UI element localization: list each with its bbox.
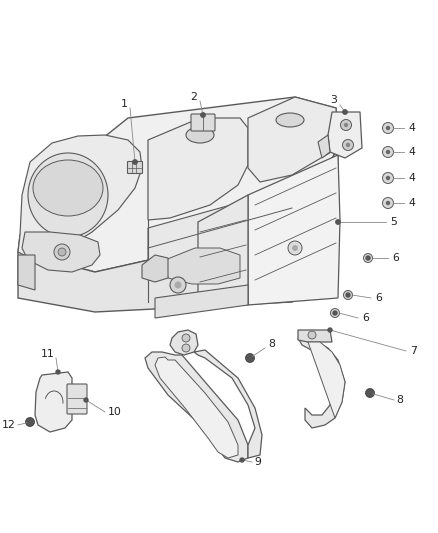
Text: 5: 5 [390, 217, 397, 227]
Circle shape [364, 254, 372, 262]
Polygon shape [318, 135, 330, 158]
Text: 4: 4 [408, 123, 415, 133]
Circle shape [366, 256, 370, 260]
Circle shape [346, 293, 350, 297]
Circle shape [182, 334, 190, 342]
Circle shape [382, 123, 393, 133]
Ellipse shape [28, 153, 108, 237]
Circle shape [344, 123, 348, 127]
Text: 12: 12 [2, 420, 16, 430]
Circle shape [240, 458, 244, 462]
Polygon shape [148, 118, 248, 220]
Text: 4: 4 [408, 173, 415, 183]
Polygon shape [292, 148, 338, 302]
Circle shape [382, 173, 393, 183]
Ellipse shape [186, 127, 214, 143]
Text: 8: 8 [396, 395, 403, 405]
Circle shape [382, 198, 393, 208]
Circle shape [333, 311, 337, 315]
Circle shape [201, 113, 205, 117]
Circle shape [336, 220, 340, 224]
Polygon shape [18, 255, 35, 290]
Ellipse shape [276, 113, 304, 127]
Polygon shape [298, 338, 345, 428]
Circle shape [25, 417, 35, 426]
Circle shape [366, 256, 370, 260]
Circle shape [28, 420, 32, 424]
Polygon shape [194, 350, 262, 458]
Polygon shape [155, 357, 238, 458]
Circle shape [333, 311, 337, 315]
Polygon shape [170, 330, 198, 355]
Polygon shape [22, 232, 100, 272]
Polygon shape [248, 97, 338, 182]
Polygon shape [148, 188, 292, 280]
Circle shape [170, 277, 186, 293]
Text: 1: 1 [120, 99, 127, 109]
Circle shape [368, 391, 372, 395]
Polygon shape [198, 195, 248, 305]
Text: 6: 6 [392, 253, 399, 263]
Circle shape [386, 126, 390, 130]
Polygon shape [18, 135, 142, 258]
Circle shape [343, 140, 353, 150]
Circle shape [346, 293, 350, 297]
Ellipse shape [33, 160, 103, 216]
Circle shape [292, 245, 298, 251]
Circle shape [308, 331, 316, 339]
Text: 3: 3 [331, 95, 337, 105]
Circle shape [328, 328, 332, 332]
Circle shape [343, 110, 347, 114]
Circle shape [382, 147, 393, 157]
Circle shape [248, 356, 252, 360]
Text: 8: 8 [268, 339, 275, 349]
Polygon shape [248, 155, 340, 305]
Circle shape [54, 244, 70, 260]
Polygon shape [155, 285, 248, 318]
Text: 4: 4 [408, 198, 415, 208]
Polygon shape [165, 248, 240, 284]
Circle shape [346, 143, 350, 147]
Text: 10: 10 [108, 407, 122, 417]
Polygon shape [298, 330, 332, 342]
Text: 7: 7 [410, 346, 417, 356]
Polygon shape [18, 97, 338, 272]
Text: 4: 4 [408, 147, 415, 157]
Polygon shape [35, 372, 72, 432]
Circle shape [58, 248, 66, 256]
Text: 6: 6 [375, 293, 382, 303]
Polygon shape [145, 352, 248, 462]
Circle shape [182, 344, 190, 352]
Circle shape [343, 290, 353, 300]
Circle shape [365, 389, 374, 398]
Circle shape [386, 150, 390, 154]
Circle shape [56, 370, 60, 374]
Circle shape [340, 119, 352, 131]
Circle shape [386, 201, 390, 205]
FancyBboxPatch shape [191, 114, 215, 131]
Text: 6: 6 [362, 313, 369, 323]
FancyBboxPatch shape [127, 161, 142, 174]
Polygon shape [18, 228, 292, 312]
Circle shape [246, 353, 254, 362]
Circle shape [133, 160, 137, 164]
Text: 11: 11 [41, 349, 55, 359]
Circle shape [386, 176, 390, 180]
Polygon shape [328, 112, 362, 158]
Circle shape [288, 241, 302, 255]
Polygon shape [308, 342, 345, 418]
Circle shape [84, 398, 88, 402]
FancyBboxPatch shape [67, 384, 87, 414]
Text: 9: 9 [254, 457, 261, 467]
Polygon shape [142, 255, 168, 282]
Circle shape [174, 281, 181, 288]
Circle shape [331, 309, 339, 318]
Text: 2: 2 [191, 92, 198, 102]
